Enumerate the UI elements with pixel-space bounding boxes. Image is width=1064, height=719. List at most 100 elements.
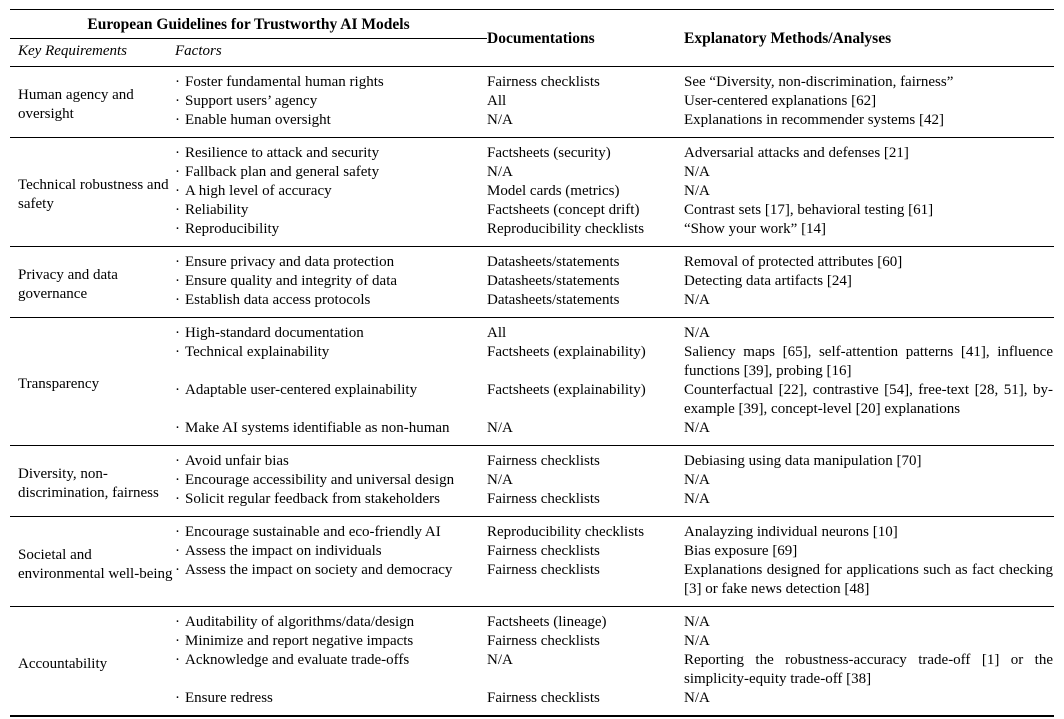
methods-cell: Debiasing using data manipulation [70] [684, 453, 922, 469]
methods-cell: Saliency maps [65], self-attention patte… [684, 344, 1053, 379]
methods-cell: N/A [684, 325, 710, 341]
documentation-cell: Datasheets/statements [487, 292, 620, 308]
factor-label: Encourage accessibility and universal de… [185, 472, 455, 488]
methods-cell: N/A [684, 690, 710, 706]
bullet-icon: · [175, 221, 180, 237]
bullet-icon: · [175, 344, 180, 360]
table-row: · Assess the impact on individuals Fairnes… [10, 542, 1054, 561]
methods-cell: Counterfactual [22], contrastive [54], f… [684, 382, 1053, 417]
factor-label: Ensure privacy and data protection [185, 254, 395, 270]
factor-cell: · Auditability of algorithms/data/design [175, 607, 487, 633]
table-row: · Minimize and report negative impacts Fai… [10, 632, 1054, 651]
key-requirement-cell: Transparency [18, 376, 100, 392]
table-row: · Acknowledge and evaluate trade-offs N/A R… [10, 651, 1054, 689]
methods-cell: N/A [684, 472, 710, 488]
factor-label: Acknowledge and evaluate trade-offs [185, 652, 410, 668]
key-requirement-cell: Accountability [18, 655, 108, 672]
methods-cell: “Show your work” [14] [684, 221, 827, 237]
methods-cell: N/A [684, 292, 710, 308]
factor-cell: · Minimize and report negative impacts [175, 632, 487, 651]
column-header-key-requirements: Key Requirements [10, 38, 175, 67]
requirement-group: Accountability · Auditability of algorithm… [10, 607, 1054, 717]
factor-label: High-standard documentation [185, 325, 364, 341]
table-row: · Reproducibility Reproducibility checklis… [10, 220, 1054, 247]
bullet-icon: · [175, 652, 180, 668]
factor-label: Foster fundamental human rights [185, 74, 384, 90]
requirement-group: Diversity, non-discrimination, fairness ·… [10, 446, 1054, 517]
bullet-icon: · [175, 382, 180, 398]
bullet-icon: · [175, 202, 180, 218]
key-requirement-cell: Technical robustness and safety [18, 177, 169, 212]
factor-label: Make AI systems identifiable as non-huma… [185, 420, 450, 436]
methods-cell: Contrast sets [17], behavioral testing [… [684, 202, 934, 218]
column-header-factors: Factors [175, 38, 487, 67]
table-row: Societal and environmental well-being · En… [10, 517, 1054, 582]
documentation-cell: N/A [487, 652, 513, 668]
factor-label: Assess the impact on society and democra… [185, 562, 453, 578]
bullet-icon: · [175, 164, 180, 180]
factor-label: Enable human oversight [185, 112, 331, 128]
factor-label: Solicit regular feedback from stakeholde… [185, 491, 440, 507]
factor-label: Auditability of algorithms/data/design [185, 614, 415, 630]
methods-cell: Explanations designed for applications s… [684, 562, 1053, 597]
factor-label: Encourage sustainable and eco-friendly A… [185, 524, 441, 540]
key-requirement-cell: Human agency and oversight [18, 87, 134, 122]
methods-cell: Explanations in recommender systems [42] [684, 112, 944, 128]
methods-cell: N/A [684, 633, 710, 649]
documentation-cell: Datasheets/statements [487, 254, 620, 270]
documentation-cell: Reproducibility checklists [487, 221, 645, 237]
factor-cell: · A high level of accuracy [175, 182, 487, 201]
bullet-icon: · [175, 562, 180, 578]
methods-cell: Removal of protected attributes [60] [684, 254, 903, 270]
table-row: Technical robustness and safety · Resilien… [10, 138, 1054, 212]
factor-label: Resilience to attack and security [185, 145, 380, 161]
table-row: · Solicit regular feedback from stakehold… [10, 490, 1054, 517]
factor-cell: · Fallback plan and general safety [175, 163, 487, 182]
table-row: · Reliability Factsheets (concept drift) Co… [10, 201, 1054, 220]
factor-label: Technical explainability [185, 344, 330, 360]
bullet-icon: · [175, 420, 180, 436]
documentation-cell: All [487, 325, 507, 341]
documentation-cell: Factsheets (concept drift) [487, 202, 640, 218]
documentation-cell: Fairness checklists [487, 491, 600, 507]
documentation-cell: Fairness checklists [487, 690, 600, 706]
factor-cell: · Encourage sustainable and eco-friendly … [175, 517, 487, 543]
factor-cell: · Adaptable user-centered explainability [175, 381, 487, 419]
factor-label: Fallback plan and general safety [185, 164, 380, 180]
documentation-cell: All [487, 93, 507, 109]
factor-label: Reproducibility [185, 221, 280, 237]
factor-cell: · Technical explainability [175, 343, 487, 381]
bullet-icon: · [175, 614, 180, 630]
table-row: · Enable human oversight N/A Explanations i… [10, 111, 1054, 138]
table-row: · Fallback plan and general safety N/A N/A [10, 163, 1054, 182]
factor-cell: · Ensure quality and integrity of data [175, 272, 487, 291]
bullet-icon: · [175, 491, 180, 507]
factor-cell: · Resilience to attack and security [175, 138, 487, 164]
bullet-icon: · [175, 93, 180, 109]
bullet-icon: · [175, 453, 180, 469]
documentation-cell: Factsheets (explainability) [487, 344, 646, 360]
documentation-cell: Datasheets/statements [487, 273, 620, 289]
requirement-group: Societal and environmental well-being · En… [10, 517, 1054, 607]
table-row: · Ensure redress Fairness checklists N/A [10, 689, 1054, 716]
factor-label: Support users’ agency [185, 93, 318, 109]
bullet-icon: · [175, 690, 180, 706]
header-row-sub: Key Requirements Factors [10, 38, 1054, 67]
column-header-documentations: Documentations [487, 9, 684, 67]
factor-cell: · Ensure privacy and data protection [175, 247, 487, 273]
table-row: Human agency and oversight · Foster fundam… [10, 67, 1054, 122]
factor-label: Reliability [185, 202, 249, 218]
factor-cell: · Support users’ agency [175, 92, 487, 111]
table-row: Transparency · High-standard documentation… [10, 318, 1054, 392]
documentation-cell: Fairness checklists [487, 543, 600, 559]
factor-cell: · Enable human oversight [175, 111, 487, 138]
table-row: · A high level of accuracy Model cards (me… [10, 182, 1054, 201]
trustworthy-ai-guidelines-table: European Guidelines for Trustworthy AI M… [10, 9, 1054, 717]
documentation-cell: Reproducibility checklists [487, 524, 645, 540]
documentation-cell: Model cards (metrics) [487, 183, 620, 199]
bullet-icon: · [175, 292, 180, 308]
bullet-icon: · [175, 112, 180, 128]
factor-cell: · Ensure redress [175, 689, 487, 716]
table-row: · Ensure quality and integrity of data Dat… [10, 272, 1054, 291]
